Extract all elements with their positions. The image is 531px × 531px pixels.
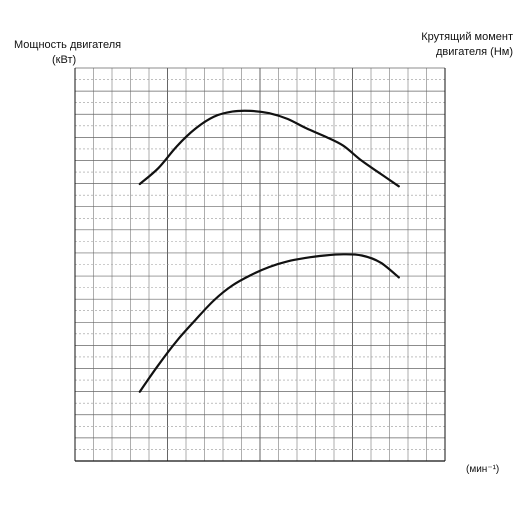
x-axis-unit-label: (мин⁻¹) — [466, 464, 499, 475]
power-curve — [138, 253, 400, 393]
torque-curve — [138, 109, 400, 188]
chart-grid — [74, 67, 446, 462]
left-axis-title-line2: (кВт) — [52, 54, 76, 66]
right-axis-title-line2: двигателя (Нм) — [436, 46, 513, 58]
chart-curves — [138, 109, 400, 393]
right-axis-title-line1: Крутящий момент — [421, 31, 513, 43]
left-axis-title-line1: Мощность двигателя — [14, 39, 121, 51]
